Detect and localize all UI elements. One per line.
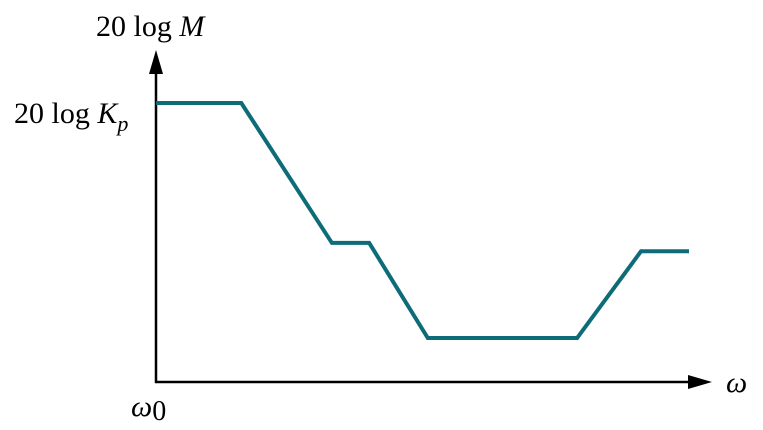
- x-origin-label-symbol: ω: [131, 390, 152, 423]
- y-axis-label-var: M: [178, 10, 206, 43]
- series-line-magnitude: [156, 101, 689, 340]
- x-axis-arrowhead: [688, 375, 712, 389]
- y-axis-label: 20 log M: [96, 10, 206, 43]
- series-group: [156, 101, 689, 340]
- y-tick-label-kp: 20 log Kp: [14, 97, 128, 136]
- x-origin-label: ω0: [131, 390, 166, 427]
- x-axis-label: ω: [726, 366, 747, 399]
- y-axis-arrowhead: [149, 50, 163, 74]
- x-origin-label-subscript: 0: [152, 396, 166, 427]
- y-tick-label-var: K: [96, 97, 119, 130]
- y-axis-label-prefix: 20 log: [96, 10, 179, 43]
- y-tick-label-prefix: 20 log: [14, 97, 97, 130]
- y-tick-label-subscript: p: [115, 111, 128, 136]
- x-axis-label-symbol: ω: [726, 366, 747, 399]
